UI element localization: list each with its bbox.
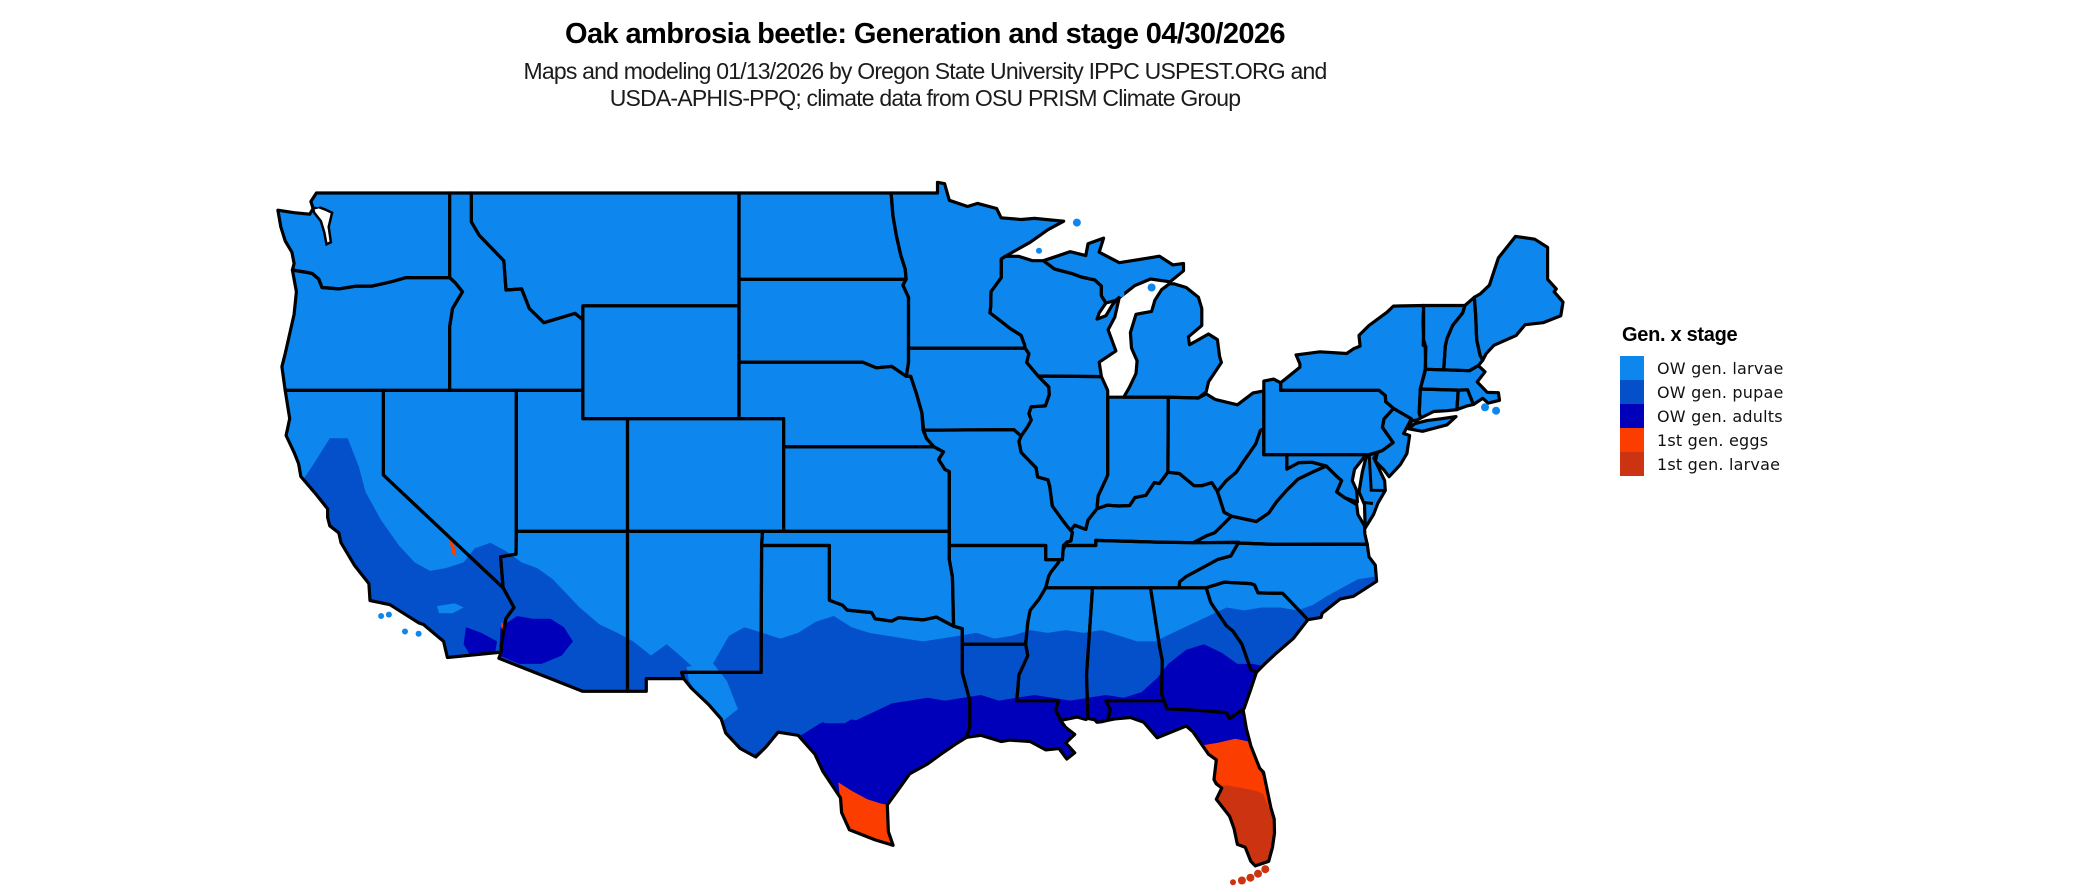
legend-swatch-ow-larvae: [1620, 356, 1644, 380]
legend-item-label: 1st gen. eggs: [1657, 430, 1769, 450]
state-ma: [1420, 365, 1500, 405]
florida-keys-dot: [1254, 869, 1262, 878]
state-il: [1018, 376, 1108, 531]
state-mn: [891, 182, 1064, 349]
stage-region-south-florida-larvae: [1209, 785, 1275, 866]
island-dot: [1492, 406, 1501, 415]
state-mil: [1123, 283, 1222, 398]
state-wv: [1217, 428, 1327, 522]
puget-sound-water: [311, 205, 334, 247]
island-dot: [385, 611, 392, 618]
state-ny: [1280, 305, 1426, 427]
state-or: [281, 270, 463, 391]
island-dot: [1481, 403, 1489, 412]
stage-region-imperial-valley-adults: [463, 627, 498, 656]
legend-items: OW gen. larvae OW gen. pupae OW gen. adu…: [1620, 356, 1784, 476]
legend-item: 1st gen. larvae: [1620, 452, 1784, 476]
map-subtitle: Maps and modeling 01/13/2026 by Oregon S…: [0, 58, 1850, 112]
state-nh: [1443, 297, 1483, 371]
legend-swatch-ow-adults: [1620, 404, 1644, 428]
state-id: [449, 193, 583, 391]
map-subtitle-line1: Maps and modeling 01/13/2026 by Oregon S…: [523, 58, 1328, 84]
state-border-dmv: [1357, 450, 1387, 530]
island-dot: [1036, 247, 1042, 254]
state-tn: [1045, 540, 1239, 588]
island-dot: [1072, 218, 1081, 227]
island-dot: [314, 201, 321, 208]
state-pa: [1263, 379, 1394, 455]
stage-region-death-valley-eggs: [449, 538, 457, 557]
state-sd: [739, 279, 909, 377]
state-border-delmarva: [1363, 500, 1374, 505]
state-wi: [989, 256, 1120, 377]
florida-keys-dot: [1230, 879, 1236, 886]
state-ia: [906, 348, 1050, 437]
state-nd: [739, 193, 907, 280]
state-ks: [783, 446, 950, 532]
map-title: Oak ambrosia beetle: Generation and stag…: [565, 18, 1286, 50]
island-dot: [402, 628, 408, 635]
state-ct: [1419, 389, 1459, 418]
florida-keys-dot: [1246, 873, 1255, 882]
florida-keys-dot: [1237, 876, 1246, 885]
map-header: Oak ambrosia beetle: Generation and stag…: [0, 0, 1850, 112]
stage-region-sierra-bright: [365, 458, 431, 557]
state-li: [1408, 416, 1456, 432]
state-mo: [923, 429, 1073, 560]
state-border-mil: [1122, 282, 1223, 400]
legend-item: OW gen. larvae: [1620, 356, 1784, 380]
stage-region-south-texas-eggs: [838, 782, 892, 845]
state-ut: [516, 390, 628, 532]
state-border-li: [1407, 415, 1458, 433]
state-border-fl: [1104, 699, 1277, 868]
island-dots: [314, 201, 1501, 886]
state-nv: [383, 390, 517, 588]
state-border-delmarva: [1367, 454, 1386, 492]
state-borders: [276, 180, 1565, 868]
state-border-me: [1472, 234, 1565, 362]
state-ne: [739, 362, 934, 447]
state-ar: [949, 545, 1059, 645]
state-ind: [1097, 397, 1169, 509]
stage-region-arizona-desert-adults: [499, 616, 573, 664]
island-dot: [378, 613, 385, 619]
state-mt: [471, 193, 739, 323]
legend-item: OW gen. adults: [1620, 404, 1784, 428]
legend-item-label: OW gen. adults: [1657, 406, 1783, 426]
legend: Gen. x stage OW gen. larvae OW gen. pupa…: [1620, 324, 1784, 476]
legend-item: OW gen. pupae: [1620, 380, 1784, 404]
state-me: [1474, 236, 1563, 361]
state-ky: [1063, 472, 1232, 546]
state-md: [1286, 454, 1366, 503]
island-dot: [1147, 283, 1156, 292]
legend-item-label: OW gen. larvae: [1657, 358, 1784, 378]
legend-title: Gen. x stage: [1622, 324, 1738, 346]
state-wy: [582, 305, 739, 419]
map-subtitle-line2: USDA-APHIS-PPQ; climate data from OSU PR…: [609, 85, 1241, 111]
state-border-nc: [1177, 540, 1379, 622]
legend-swatch-ow-pupae: [1620, 380, 1644, 404]
state-ok: [761, 531, 954, 627]
state-border-md: [1285, 453, 1368, 504]
island-dot: [1118, 291, 1125, 297]
legend-swatch-1st-eggs: [1620, 428, 1644, 452]
stage-region-edwards-plateau-pupae: [811, 700, 859, 724]
stage-region-west-texas-bright: [686, 663, 738, 724]
legend-item: 1st gen. eggs: [1620, 428, 1784, 452]
state-border-tx: [680, 543, 972, 847]
island-dot: [415, 630, 422, 637]
stage-region-socal-mtns-bright: [436, 603, 464, 614]
state-border-nj: [1373, 406, 1413, 479]
legend-item-label: OW gen. pupae: [1657, 382, 1784, 402]
state-va: [1193, 466, 1368, 545]
state-co: [627, 418, 784, 532]
legend-item-label: 1st gen. larvae: [1657, 454, 1781, 474]
state-border-miu: [1041, 236, 1186, 305]
florida-keys-dot: [1261, 865, 1270, 874]
legend-swatch-1st-larvae: [1620, 452, 1644, 476]
